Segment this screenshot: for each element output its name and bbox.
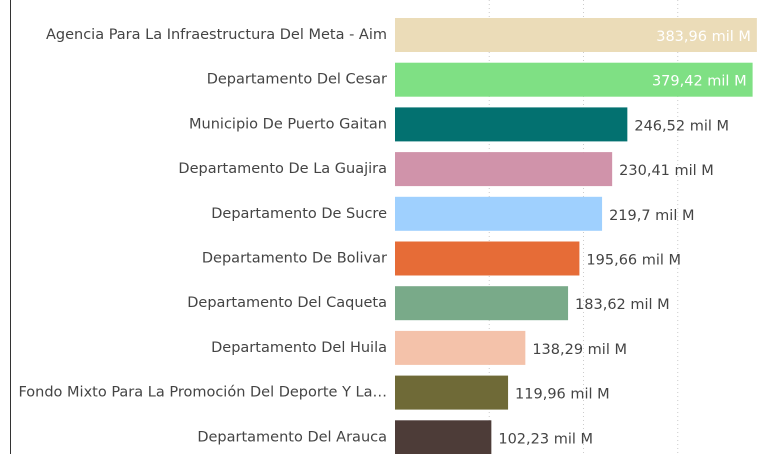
category-label: Departamento Del Huila	[211, 340, 387, 356]
category-label: Departamento Del Caqueta	[187, 295, 387, 311]
data-label: 246,52 mil M	[634, 118, 729, 134]
data-label: 119,96 mil M	[515, 387, 610, 403]
category-label: Departamento Del Cesar	[207, 72, 387, 88]
category-label: Municipio De Puerto Gaitan	[189, 116, 387, 132]
data-label: 219,7 mil M	[609, 208, 694, 224]
data-label: 230,41 mil M	[619, 163, 714, 179]
bar	[395, 286, 569, 321]
data-label: 183,62 mil M	[575, 297, 670, 313]
data-label: 102,23 mil M	[498, 431, 593, 447]
bar	[395, 375, 509, 410]
bar	[395, 241, 580, 276]
bar	[395, 107, 628, 142]
bar	[395, 196, 603, 231]
bar	[395, 152, 613, 187]
data-label: 195,66 mil M	[586, 253, 681, 269]
bar	[395, 18, 757, 52]
category-label: Departamento De Bolivar	[202, 251, 387, 267]
data-label: 138,29 mil M	[532, 342, 627, 358]
category-label: Agencia Para La Infraestructura Del Meta…	[46, 27, 387, 43]
category-label: Departamento De Sucre	[211, 206, 387, 222]
data-label: 379,42 mil M	[652, 74, 747, 90]
data-label: 383,96 mil M	[656, 29, 751, 45]
category-label: Fondo Mixto Para La Promoción Del Deport…	[18, 385, 387, 401]
category-label: Departamento Del Arauca	[197, 429, 387, 445]
bar	[395, 330, 526, 365]
bar	[395, 62, 753, 97]
bar	[395, 420, 492, 454]
category-label: Departamento De La Guajira	[178, 161, 387, 177]
